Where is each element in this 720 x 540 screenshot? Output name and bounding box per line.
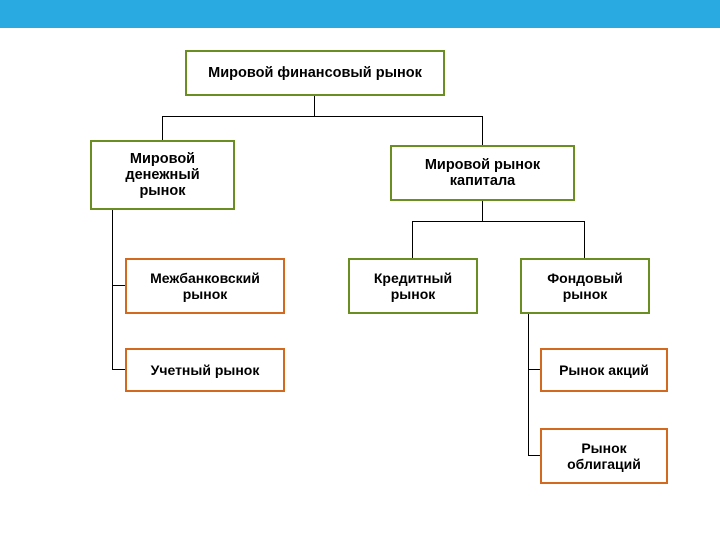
node-bonds: Рынок облигаций (540, 428, 668, 484)
connector-line (482, 116, 483, 145)
node-label: Фондовый рынок (532, 270, 638, 302)
node-label: Межбанковский рынок (137, 270, 273, 302)
node-accounting: Учетный рынок (125, 348, 285, 392)
connector-line (528, 455, 540, 456)
node-label: Учетный рынок (151, 362, 260, 378)
node-label: Мировой денежный рынок (102, 151, 223, 199)
connector-line (584, 221, 585, 258)
node-money: Мировой денежный рынок (90, 140, 235, 210)
node-label: Мировой финансовый рынок (208, 65, 422, 81)
connector-line (112, 285, 125, 286)
node-label: Рынок облигаций (552, 440, 656, 472)
connector-line (412, 221, 585, 222)
node-label: Мировой рынок капитала (402, 157, 563, 189)
connector-line (314, 96, 315, 116)
connector-line (482, 201, 483, 221)
connector-line (162, 116, 163, 140)
connector-line (162, 116, 483, 117)
node-interbank: Межбанковский рынок (125, 258, 285, 314)
connector-line (112, 369, 125, 370)
node-label: Кредитный рынок (360, 270, 466, 302)
connector-line (412, 221, 413, 258)
node-credit: Кредитный рынок (348, 258, 478, 314)
connector-line (528, 314, 529, 455)
node-capital: Мировой рынок капитала (390, 145, 575, 201)
connector-line (528, 369, 540, 370)
node-shares: Рынок акций (540, 348, 668, 392)
node-stock: Фондовый рынок (520, 258, 650, 314)
header-bar (0, 0, 720, 28)
node-label: Рынок акций (559, 362, 649, 378)
connector-line (112, 210, 113, 370)
node-root: Мировой финансовый рынок (185, 50, 445, 96)
